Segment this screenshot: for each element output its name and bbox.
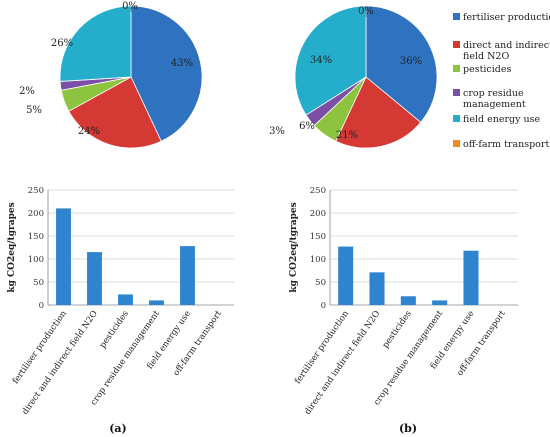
pie-slice-fertiliser-production — [130, 5, 203, 142]
legend: fertiliser production direct and indirect… — [453, 12, 550, 150]
pie-slice-field-energy-use — [59, 5, 132, 82]
y-tick-label: 0 — [321, 301, 326, 311]
y-tick-label: 200 — [310, 209, 326, 219]
panel-label-b: (b) — [399, 422, 417, 435]
pie-chart-a: 43% 24% 5% 2% 26% 0% — [19, 1, 203, 149]
legend-entry-pesticides: pesticides — [453, 64, 511, 75]
y-tick-label: 150 — [28, 232, 44, 242]
legend-label: pesticides — [463, 64, 511, 75]
pie-label-crop-residue-management: 3% — [269, 126, 285, 137]
pie-label-field-energy-use: 26% — [51, 38, 73, 49]
bar-field-energy-use — [180, 246, 195, 305]
y-tick-label: 50 — [33, 278, 44, 288]
bar-pesticides — [400, 296, 416, 305]
bar-fertiliser-production — [56, 208, 71, 305]
pie-label-off-farm-transport: 0% — [122, 1, 138, 12]
pie-label-off-farm-transport: 0% — [358, 6, 374, 17]
x-tick-label-pesticides: pesticides — [381, 309, 414, 350]
legend-swatch — [453, 140, 460, 147]
y-tick-label: 200 — [28, 209, 44, 219]
legend-swatch — [453, 41, 460, 48]
bar-direct-and-indirect-field-n2o — [87, 252, 102, 305]
bar-fertiliser-production — [338, 246, 354, 305]
y-tick-label: 150 — [310, 232, 326, 242]
legend-swatch — [453, 89, 460, 96]
bar-crop-residue-management — [432, 300, 448, 305]
pie-label-fertiliser-production: 43% — [171, 58, 193, 69]
legend-label: crop residue management — [463, 88, 526, 110]
legend-entry-fertiliser-production: fertiliser production — [453, 12, 550, 23]
legend-entry-direct-and-indirect-field-n2o: direct and indirect field N2O — [453, 40, 550, 62]
legend-entry-off-farm-transport: off-farm transport — [453, 139, 549, 150]
pie-slice-direct-and-indirect-field-n2o — [335, 76, 422, 149]
pie-label-fertiliser-production: 36% — [400, 56, 422, 67]
x-tick-label-fertiliser-production: fertiliser production — [11, 309, 69, 386]
y-tick-label: 0 — [39, 301, 44, 311]
pie-label-direct-and-indirect-field-n2o: 24% — [78, 126, 100, 137]
legend-swatch — [453, 65, 460, 72]
pie-label-crop-residue-management: 2% — [19, 86, 35, 97]
legend-label: field energy use — [463, 114, 540, 125]
bar-crop-residue-management — [149, 300, 164, 305]
pie-slice-direct-and-indirect-field-n2o — [68, 76, 162, 149]
y-tick-label: 100 — [28, 255, 44, 265]
panel-label-a: (a) — [109, 422, 127, 435]
legend-label: direct and indirect field N2O — [463, 40, 550, 62]
y-tick-label: 250 — [28, 186, 44, 196]
y-tick-label: 250 — [310, 186, 326, 196]
bar-chart-a: 0 50 100 150 200 250 kg CO2eq/tgrapes fertilise… — [7, 186, 234, 417]
bar-charts: 0 50 100 150 200 250 kg CO2eq/tgrapes fertilise… — [7, 186, 518, 417]
bar-chart-b: 0 50 100 150 200 250 kg CO2eq/tgrapes fertilise… — [289, 186, 518, 417]
legend-swatch — [453, 13, 460, 20]
legend-swatch — [453, 115, 460, 122]
pie-slice-field-energy-use — [294, 5, 367, 116]
bar-field-energy-use — [463, 250, 479, 305]
y-axis-label: kg CO2eq/tgrapes — [289, 202, 299, 292]
pie-label-field-energy-use: 34% — [310, 55, 332, 66]
pie-charts: 43% 24% 5% 2% 26% 0% 36% 21% 6% 3% 34% 0% — [19, 1, 438, 149]
legend-entry-field-energy-use: field energy use — [453, 114, 540, 125]
pie-label-pesticides: 5% — [26, 105, 42, 116]
y-tick-label: 50 — [315, 278, 326, 288]
pie-label-pesticides: 6% — [299, 121, 315, 132]
bar-pesticides — [118, 294, 133, 305]
pie-chart-b: 36% 21% 6% 3% 34% 0% — [269, 5, 438, 149]
bar-direct-and-indirect-field-n2o — [369, 272, 385, 305]
x-tick-label-pesticides: pesticides — [98, 309, 131, 350]
legend-label: off-farm transport — [463, 139, 549, 150]
y-axis-label: kg CO2eq/tgrapes — [7, 202, 17, 292]
pie-slice-fertiliser-production — [365, 5, 438, 123]
legend-label: fertiliser production — [463, 12, 550, 23]
x-tick-label-fertiliser-production: fertiliser production — [293, 309, 351, 386]
pie-label-direct-and-indirect-field-n2o: 21% — [336, 130, 358, 141]
y-tick-label: 100 — [310, 255, 326, 265]
legend-entry-crop-residue-management: crop residue management — [453, 88, 526, 110]
